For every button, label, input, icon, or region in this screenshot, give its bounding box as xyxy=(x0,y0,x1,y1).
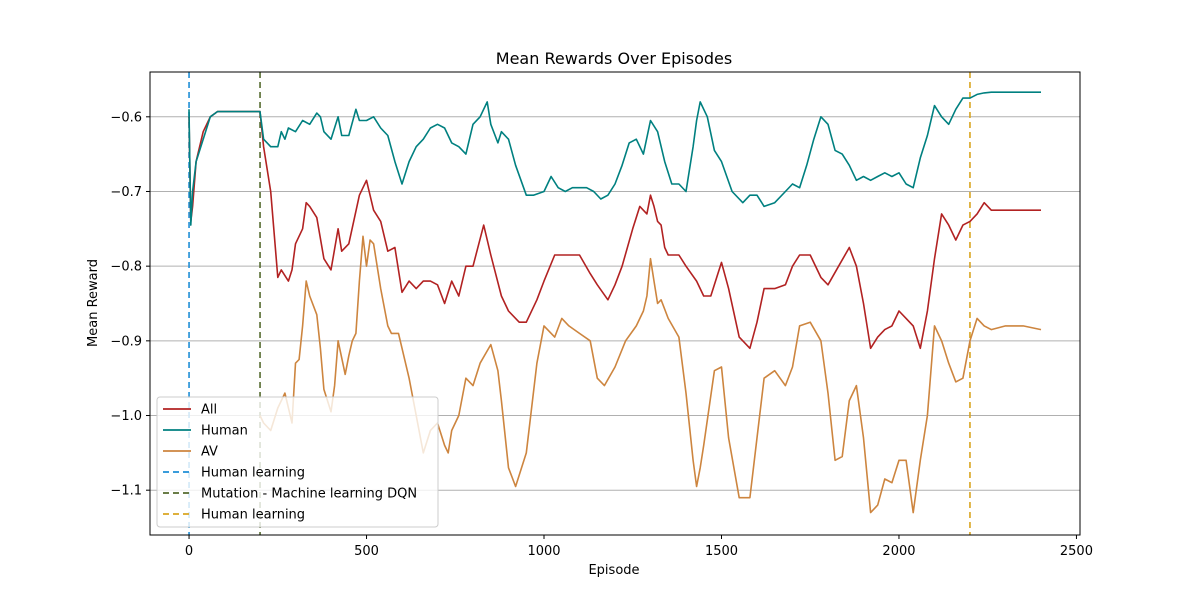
plot-area-frame xyxy=(149,71,1081,536)
chart-title: Mean Rewards Over Episodes xyxy=(496,49,732,68)
x-axis-ticks: 0 500 1000 1500 2000 2500 xyxy=(185,535,1093,559)
y-tick-label: −0.9 xyxy=(110,334,142,349)
y-tick-label: −1.0 xyxy=(110,409,142,424)
series-line xyxy=(259,235,1042,514)
y-tick-label: −0.7 xyxy=(110,185,142,200)
y-tick-label: −0.6 xyxy=(110,110,142,125)
x-tick-label: 0 xyxy=(185,544,193,559)
legend-label: Human learning xyxy=(201,508,305,523)
legend-label: Human xyxy=(201,424,248,439)
legend-label: Human learning xyxy=(201,466,305,481)
x-tick-label: 1500 xyxy=(705,544,738,559)
y-axis-ticks: −0.6 −0.7 −0.8 −0.9 −1.0 −1.1 xyxy=(110,110,150,499)
x-axis-label: Episode xyxy=(588,563,639,578)
x-tick-label: 2500 xyxy=(1060,544,1093,559)
y-axis-label: Mean Reward xyxy=(86,259,101,347)
legend-label: AV xyxy=(201,445,218,460)
legend: All Human AV Human learning Mutation - Machi… xyxy=(156,396,439,528)
legend-label: All xyxy=(201,403,217,418)
x-tick-label: 500 xyxy=(354,544,379,559)
x-tick-label: 1000 xyxy=(527,544,560,559)
y-tick-label: −1.1 xyxy=(110,484,142,499)
x-tick-label: 2000 xyxy=(882,544,915,559)
series-line xyxy=(188,91,1041,226)
series-lines xyxy=(188,91,1042,514)
legend-box xyxy=(156,396,439,528)
legend-label: Mutation - Machine learning DQN xyxy=(201,487,417,502)
series-line xyxy=(188,110,1041,350)
y-tick-label: −0.8 xyxy=(110,260,142,275)
